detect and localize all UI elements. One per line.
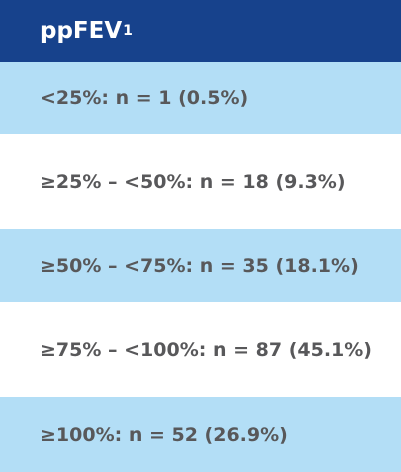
- table-row: ≥75% – <100%: n = 87 (45.1%): [0, 302, 401, 397]
- table-header: ppFEV 1: [0, 0, 401, 62]
- row-text: <25%: n = 1 (0.5%): [40, 87, 249, 109]
- row-text: ≥50% – <75%: n = 35 (18.1%): [40, 254, 359, 277]
- row-text: ≥100%: n = 52 (26.9%): [40, 423, 288, 446]
- table-row: ≥25% – <50%: n = 18 (9.3%): [0, 134, 401, 229]
- row-text: ≥75% – <100%: n = 87 (45.1%): [40, 338, 372, 361]
- table-row: <25%: n = 1 (0.5%): [0, 62, 401, 134]
- table-row: ≥100%: n = 52 (26.9%): [0, 397, 401, 472]
- row-text: ≥25% – <50%: n = 18 (9.3%): [40, 170, 346, 193]
- header-text: ppFEV: [40, 18, 123, 44]
- header-subscript: 1: [123, 23, 133, 39]
- table-row: ≥50% – <75%: n = 35 (18.1%): [0, 229, 401, 302]
